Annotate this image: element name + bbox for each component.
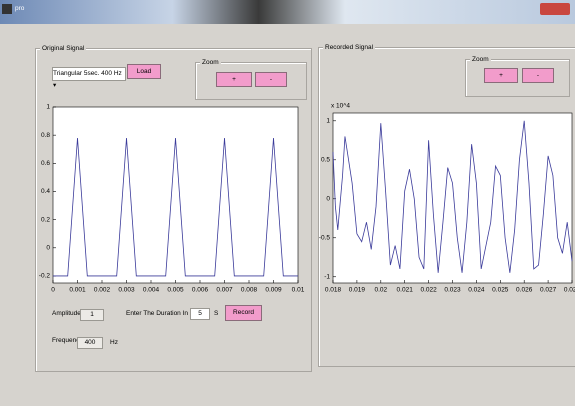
x-tick-label: 0.018: [325, 287, 342, 294]
y-tick-label: 1: [326, 118, 330, 125]
record-button[interactable]: Record: [225, 305, 262, 321]
y-tick-label: 0: [46, 245, 50, 252]
load-button[interactable]: Load: [127, 64, 161, 79]
x-tick-label: 0.025: [492, 287, 509, 294]
dropdown-text: Triangular 5sec. 400 Hz: [53, 70, 122, 77]
x-tick-label: 0.023: [444, 287, 461, 294]
x-tick-label: 0.006: [192, 287, 209, 294]
x-tick-label: 0.021: [397, 287, 414, 294]
app-icon: [2, 4, 12, 14]
x-tick-label: 0.005: [167, 287, 184, 294]
close-button[interactable]: [540, 3, 570, 15]
amplitude-label: Amplitude: [52, 310, 81, 317]
x-tick-label: 0.024: [468, 287, 485, 294]
zoom-out-button[interactable]: -: [522, 68, 554, 83]
y-tick-label: -1: [324, 273, 330, 280]
original-plot: 0 0.001 0.002 0.003 0.004 0.005 0.006 0.007 0.00…: [36, 100, 308, 300]
x-tick-label: 0.002: [94, 287, 111, 294]
plot-area: [53, 107, 298, 283]
frequency-unit: Hz: [110, 339, 118, 346]
x-tick-label: 0.003: [118, 287, 135, 294]
panel-title: Original Signal: [40, 45, 86, 52]
duration-field[interactable]: 5: [190, 308, 210, 320]
amplitude-field[interactable]: 1: [80, 309, 104, 321]
x-tick-label: 0.01: [292, 287, 305, 294]
y-tick-label: 1: [46, 104, 50, 111]
signal-dropdown[interactable]: Triangular 5sec. 400 Hz ▾: [52, 67, 126, 81]
y-tick-label: 0.2: [41, 216, 50, 223]
x-tick-label: 0.019: [349, 287, 366, 294]
frequency-field[interactable]: 400: [77, 337, 103, 349]
x-tick-label: 0.02: [374, 287, 387, 294]
zoom-out-button[interactable]: -: [255, 72, 287, 87]
x-tick-label: 0.004: [143, 287, 160, 294]
x-tick-label: 0.001: [69, 287, 86, 294]
y-tick-label: 0: [326, 195, 330, 202]
app-window: pro Original Signal Triangular 5sec. 400…: [0, 0, 575, 406]
zoom-in-button[interactable]: +: [216, 72, 252, 87]
x-tick-label: 0.007: [216, 287, 233, 294]
zoom-title: Zoom: [470, 56, 491, 63]
title-bar: [0, 0, 575, 24]
x-tick-label: 0: [51, 287, 55, 294]
exponent-label: x 10^4: [331, 103, 350, 110]
window-title: pro: [15, 5, 24, 12]
x-tick-label: 0.028: [564, 287, 575, 294]
recorded-plot: 0.018 0.019 0.02 0.021 0.022 0.023 0.024 0.025 0…: [318, 96, 575, 300]
y-tick-label: 0.5: [321, 157, 330, 164]
x-tick-label: 0.026: [516, 287, 533, 294]
duration-unit: S: [214, 310, 218, 317]
y-tick-label: 0.4: [41, 188, 50, 195]
zoom-title: Zoom: [200, 59, 221, 66]
panel-title: Recorded Signal: [323, 44, 375, 51]
x-tick-label: 0.009: [265, 287, 282, 294]
y-tick-label: -0.2: [39, 273, 51, 280]
x-tick-label: 0.022: [420, 287, 437, 294]
x-tick-label: 0.027: [540, 287, 557, 294]
y-tick-label: 0.8: [41, 132, 50, 139]
zoom-in-button[interactable]: +: [484, 68, 518, 83]
y-tick-label: 0.6: [41, 160, 50, 167]
y-tick-label: -0.5: [319, 234, 331, 241]
plot-area: [333, 113, 572, 283]
x-tick-label: 0.008: [241, 287, 258, 294]
